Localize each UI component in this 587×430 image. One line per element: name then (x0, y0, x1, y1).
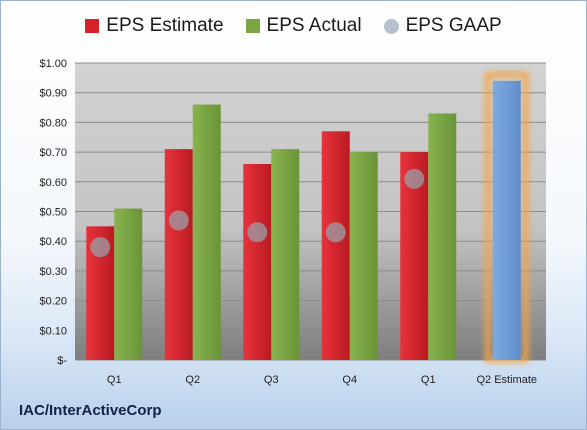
y-tick-label: $0.50 (39, 207, 67, 219)
y-tick-label: $- (57, 355, 67, 367)
y-tick-label: $0.90 (39, 88, 67, 100)
x-axis-ticks: Q1 Q2 Q3 Q4 Q1 Q2 Estimate (107, 374, 537, 386)
legend-swatch-eps-estimate (85, 19, 100, 33)
point-eps-gaap (90, 237, 111, 258)
y-tick-label: $0.70 (39, 147, 67, 159)
company-name: IAC/InterActiveCorp (19, 402, 162, 419)
legend-label-eps-actual: EPS Actual (266, 15, 362, 36)
x-tick-label: Q1 (421, 374, 436, 386)
bar-eps-actual (428, 113, 457, 361)
gaap-points (90, 168, 425, 258)
x-tick-label: Q4 (342, 374, 357, 386)
point-eps-gaap (404, 168, 425, 189)
y-tick-label: $0.40 (39, 236, 67, 248)
y-axis-ticks: $- $0.10 $0.20 $0.30 $0.40 $0.50 $0.60 $0.70 $0.… (39, 58, 67, 367)
y-tick-label: $0.10 (39, 325, 67, 337)
legend-label-eps-estimate: EPS Estimate (106, 15, 224, 36)
gridlines (75, 62, 546, 361)
bar-eps-forecast (492, 80, 521, 360)
legend-label-eps-gaap: EPS GAAP (405, 15, 502, 36)
bars (86, 71, 529, 363)
x-tick-label: Q1 (107, 374, 122, 386)
bar-eps-actual (349, 152, 378, 360)
bar-eps-actual (192, 104, 221, 360)
bar-eps-estimate (243, 163, 272, 360)
legend-item-eps-gaap: EPS GAAP (383, 15, 502, 37)
y-tick-label: $0.30 (39, 266, 67, 278)
bar-eps-estimate (321, 131, 350, 360)
y-tick-label: $0.60 (39, 177, 67, 189)
bar-eps-actual (271, 149, 300, 360)
bar-eps-estimate (164, 149, 193, 360)
legend-item-eps-actual: EPS Actual (245, 15, 362, 37)
x-tick-label: Q2 Estimate (476, 374, 537, 386)
point-eps-gaap (325, 222, 346, 243)
legend-item-eps-estimate: EPS Estimate (85, 15, 224, 37)
bar-eps-actual (114, 208, 143, 360)
legend: EPS Estimate EPS Actual EPS GAAP (1, 15, 586, 37)
point-eps-gaap (247, 222, 268, 243)
point-eps-gaap (168, 210, 189, 231)
x-tick-label: Q3 (264, 374, 279, 386)
y-tick-label: $0.80 (39, 117, 67, 129)
legend-swatch-eps-gaap (383, 18, 399, 34)
x-tick-label: Q2 (185, 374, 200, 386)
y-tick-label: $1.00 (39, 58, 67, 70)
legend-swatch-eps-actual (245, 19, 260, 33)
y-tick-label: $0.20 (39, 296, 67, 308)
